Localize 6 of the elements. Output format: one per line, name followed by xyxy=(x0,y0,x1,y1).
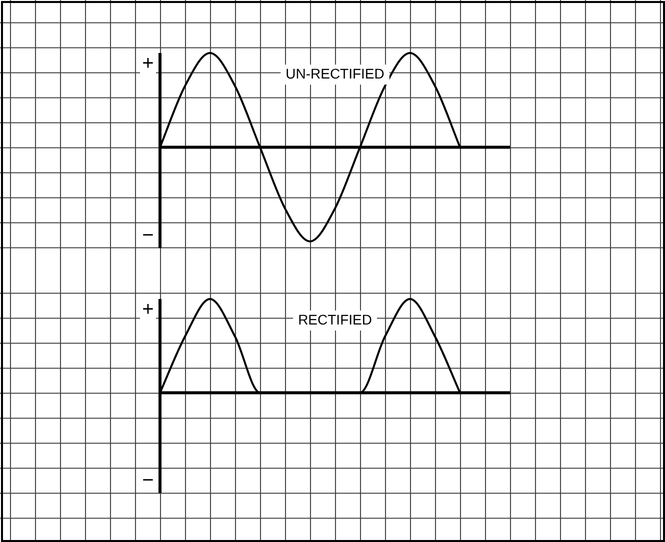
series-label: UN-RECTIFIED xyxy=(286,66,384,82)
text: + xyxy=(142,298,154,321)
text: − xyxy=(142,224,154,247)
text: − xyxy=(142,470,154,492)
series-label: RECTIFIED xyxy=(298,311,372,328)
text: + xyxy=(142,52,154,75)
